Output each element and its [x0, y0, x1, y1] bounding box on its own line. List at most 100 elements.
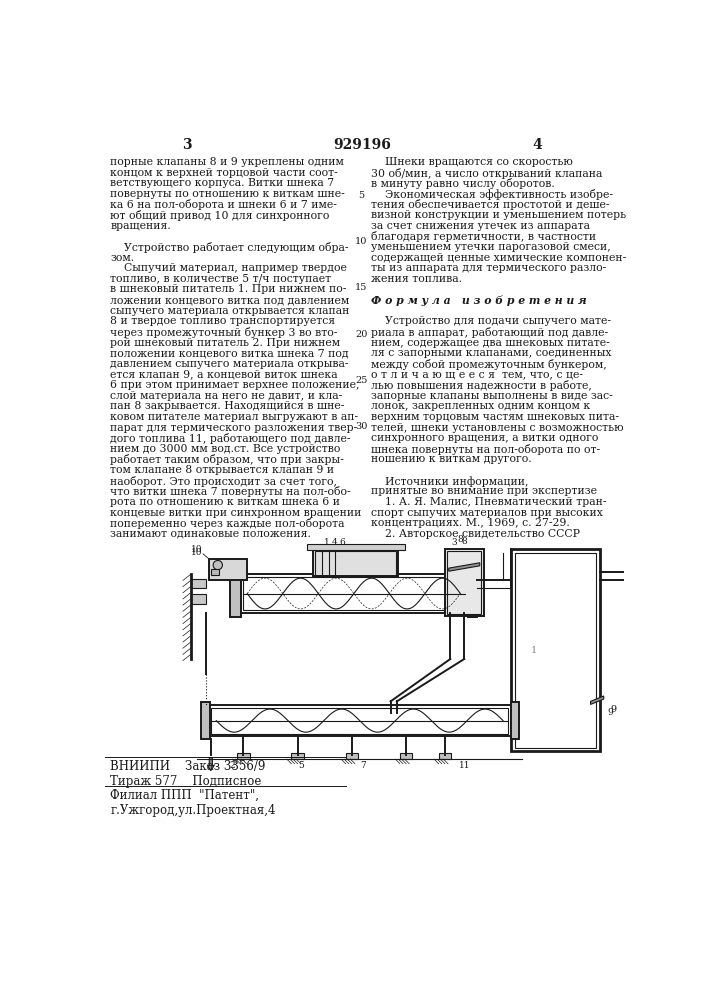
Text: 25: 25 — [355, 376, 368, 385]
Text: 4: 4 — [533, 138, 542, 152]
Text: что витки шнека 7 повернуты на пол-обо-: что витки шнека 7 повернуты на пол-обо- — [110, 486, 351, 497]
Text: благодаря герметичности, в частности: благодаря герметичности, в частности — [370, 231, 596, 242]
Text: ты из аппарата для термического разло-: ты из аппарата для термического разло- — [370, 263, 606, 273]
Text: работает таким образом, что при закры-: работает таким образом, что при закры- — [110, 454, 344, 465]
Text: Устройство работает следующим обра-: Устройство работает следующим обра- — [110, 242, 349, 253]
Text: Ф о р м у л а   и з о б р е т е н и я: Ф о р м у л а и з о б р е т е н и я — [370, 295, 586, 306]
Text: 8: 8 — [457, 535, 463, 544]
Text: нием, содержащее два шнековых питате-: нием, содержащее два шнековых питате- — [370, 338, 609, 348]
Text: 10: 10 — [355, 237, 368, 246]
Text: концом к верхней торцовой части соот-: концом к верхней торцовой части соот- — [110, 168, 338, 178]
Bar — [209, 559, 247, 580]
Text: 30 об/мин, а число открываний клапана: 30 об/мин, а число открываний клапана — [370, 168, 602, 179]
Bar — [191, 579, 206, 588]
Text: пан 8 закрывается. Находящийся в шне-: пан 8 закрывается. Находящийся в шне- — [110, 401, 345, 411]
Text: 1: 1 — [325, 538, 330, 547]
Text: через промежуточный бункер 3 во вто-: через промежуточный бункер 3 во вто- — [110, 327, 338, 338]
Text: жения топлива.: жения топлива. — [370, 274, 462, 284]
Text: ка 6 на пол-оборота и шнеки 6 и 7 име-: ка 6 на пол-оборота и шнеки 6 и 7 име- — [110, 199, 337, 210]
Text: положении концевого витка шнека 7 под: положении концевого витка шнека 7 под — [110, 348, 349, 358]
Bar — [445, 549, 484, 616]
Text: рота по отношению к виткам шнека 6 и: рота по отношению к виткам шнека 6 и — [110, 497, 340, 507]
Text: 8: 8 — [462, 537, 467, 546]
Text: 1. А. Я. Малис, Пневматический тран-: 1. А. Я. Малис, Пневматический тран- — [370, 497, 606, 507]
Text: верхним торцовым частям шнековых пита-: верхним торцовым частям шнековых пита- — [370, 412, 619, 422]
Bar — [313, 549, 398, 576]
Text: в шнековый питатель 1. При нижнем по-: в шнековый питатель 1. При нижнем по- — [110, 284, 346, 294]
Polygon shape — [449, 563, 480, 571]
Bar — [307, 544, 404, 550]
Text: запорные клапаны выполнены в виде зас-: запорные клапаны выполнены в виде зас- — [370, 391, 612, 401]
Bar — [515, 553, 596, 748]
Text: 9: 9 — [608, 708, 614, 717]
Bar — [400, 753, 412, 759]
Text: 6 при этом принимает верхнее положение,: 6 при этом принимает верхнее положение, — [110, 380, 360, 390]
Bar — [438, 753, 451, 759]
Polygon shape — [590, 696, 604, 704]
Text: 20: 20 — [355, 330, 368, 339]
Text: между собой промежуточным бункером,: между собой промежуточным бункером, — [370, 359, 607, 370]
Text: уменьшением утечки парогазовой смеси,: уменьшением утечки парогазовой смеси, — [370, 242, 610, 252]
Text: за счет снижения утечек из аппарата: за счет снижения утечек из аппарата — [370, 221, 590, 231]
Text: 3: 3 — [182, 138, 192, 152]
Text: рой шнековый питатель 2. При нижнем: рой шнековый питатель 2. При нижнем — [110, 338, 340, 348]
Bar — [468, 570, 477, 617]
Text: 4: 4 — [332, 538, 338, 547]
Bar — [510, 702, 518, 739]
Text: Филиал ППП  "Патент",: Филиал ППП "Патент", — [110, 789, 259, 802]
Text: 6: 6 — [339, 538, 346, 547]
FancyArrow shape — [207, 758, 214, 771]
FancyArrow shape — [203, 707, 209, 722]
Text: наоборот. Это происходит за счет того,: наоборот. Это происходит за счет того, — [110, 476, 337, 487]
Text: 1: 1 — [531, 646, 537, 655]
Text: шнека повернуты на пол-оборота по от-: шнека повернуты на пол-оборота по от- — [370, 444, 600, 455]
Text: Экономическая эффективность изобре-: Экономическая эффективность изобре- — [370, 189, 612, 200]
Text: Источники информации,: Источники информации, — [370, 476, 528, 487]
Text: спорт сыпучих материалов при высоких: спорт сыпучих материалов при высоких — [370, 508, 602, 518]
Text: Шнеки вращаются со скоростью: Шнеки вращаются со скоростью — [370, 157, 573, 167]
Text: повернуты по отношению к виткам шне-: повернуты по отношению к виткам шне- — [110, 189, 345, 199]
Text: в минуту равно числу оборотов.: в минуту равно числу оборотов. — [370, 178, 554, 189]
Text: 5: 5 — [298, 761, 305, 770]
Bar — [211, 569, 218, 575]
Text: 11: 11 — [459, 761, 470, 770]
Bar — [230, 570, 241, 617]
Text: слой материала на него не давит, и кла-: слой материала на него не давит, и кла- — [110, 391, 343, 401]
Text: ветствующего корпуса. Витки шнека 7: ветствующего корпуса. Витки шнека 7 — [110, 178, 334, 188]
Text: давлением сыпучего материала открыва-: давлением сыпучего материала открыва- — [110, 359, 349, 369]
Text: том клапане 8 открывается клапан 9 и: том клапане 8 открывается клапан 9 и — [110, 465, 334, 475]
Bar — [510, 549, 600, 751]
Text: лонок, закрепленных одним концом к: лонок, закрепленных одним концом к — [370, 401, 590, 411]
Text: нием до 3000 мм вод.ст. Все устройство: нием до 3000 мм вод.ст. Все устройство — [110, 444, 341, 454]
Circle shape — [213, 560, 223, 570]
Text: концевые витки при синхронном вращении: концевые витки при синхронном вращении — [110, 508, 362, 518]
Bar — [315, 551, 396, 576]
Text: ложении концевого витка под давлением: ложении концевого витка под давлением — [110, 295, 349, 305]
Text: дого топлива 11, работающего под давле-: дого топлива 11, работающего под давле- — [110, 433, 351, 444]
Bar — [211, 708, 508, 734]
Text: визной конструкции и уменьшением потерь: визной конструкции и уменьшением потерь — [370, 210, 626, 220]
Text: 7: 7 — [361, 761, 366, 770]
Text: синхронного вращения, а витки одного: синхронного вращения, а витки одного — [370, 433, 598, 443]
Text: сыпучего материала открывается клапан: сыпучего материала открывается клапан — [110, 306, 350, 316]
Text: лью повышения надежности в работе,: лью повышения надежности в работе, — [370, 380, 592, 391]
Text: 3: 3 — [451, 538, 457, 547]
Text: Устройство для подачи сыпучего мате-: Устройство для подачи сыпучего мате- — [370, 316, 611, 326]
Text: занимают одинаковые положения.: занимают одинаковые положения. — [110, 529, 311, 539]
Text: 15: 15 — [355, 283, 368, 292]
Bar — [201, 702, 210, 739]
Text: Сыпучий материал, например твердое: Сыпучий материал, например твердое — [110, 263, 347, 273]
Text: концентрациях. М., 1969, с. 27-29.: концентрациях. М., 1969, с. 27-29. — [370, 518, 569, 528]
Text: зом.: зом. — [110, 253, 134, 263]
Text: ют общий привод 10 для синхронного: ют общий привод 10 для синхронного — [110, 210, 329, 221]
Text: 30: 30 — [355, 422, 368, 431]
Text: Тираж 577    Подписное: Тираж 577 Подписное — [110, 775, 262, 788]
Text: ношению к виткам другого.: ношению к виткам другого. — [370, 454, 531, 464]
Text: парат для термического разложения твер-: парат для термического разложения твер- — [110, 423, 358, 433]
Text: топливо, в количестве 5 т/ч поступает: топливо, в количестве 5 т/ч поступает — [110, 274, 332, 284]
Text: риала в аппарат, работающий под давле-: риала в аппарат, работающий под давле- — [370, 327, 608, 338]
Text: принятые во внимание при экспертизе: принятые во внимание при экспертизе — [370, 486, 597, 496]
Text: 9: 9 — [611, 705, 617, 714]
Text: ля с запорными клапанами, соединенных: ля с запорными клапанами, соединенных — [370, 348, 611, 358]
Text: 2. Авторское свидетельство СССР: 2. Авторское свидетельство СССР — [370, 529, 580, 539]
